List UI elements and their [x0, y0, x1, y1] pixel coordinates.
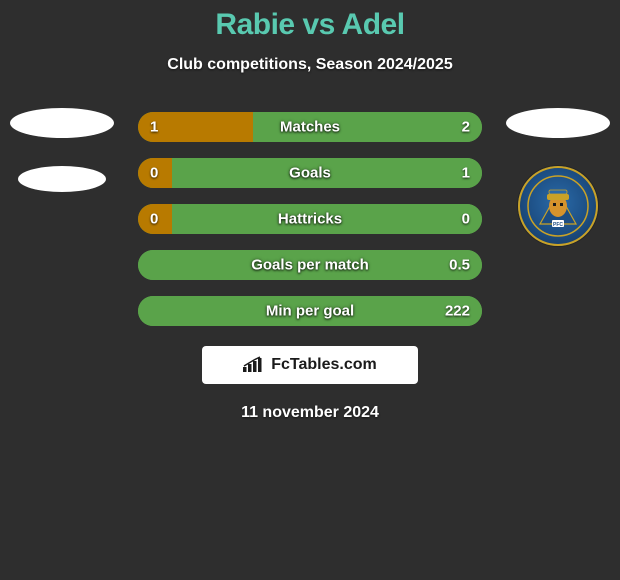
right-badge-placeholder-1 — [506, 108, 610, 138]
left-badge-placeholder-2 — [18, 166, 106, 192]
stat-label: Hattricks — [278, 211, 342, 228]
stat-row: Matches 1 2 — [138, 112, 482, 142]
comparison-bars: Matches 1 2 Goals 0 1 Hattricks 0 0 Goals per mat… — [138, 112, 482, 326]
subtitle: Club competitions, Season 2024/2025 — [0, 56, 620, 74]
stat-row: Min per goal 222 — [138, 296, 482, 326]
stat-right-value: 1 — [462, 165, 470, 182]
footer-date: 11 november 2024 — [0, 404, 620, 422]
stat-row: Goals per match 0.5 — [138, 250, 482, 280]
comparison-infographic: Rabie vs Adel Club competitions, Season … — [0, 0, 620, 422]
right-club-badge: PFC — [518, 166, 598, 246]
stat-row: Hattricks 0 0 — [138, 204, 482, 234]
brand-badge: FcTables.com — [202, 346, 418, 384]
right-player-badges: PFC — [498, 108, 618, 246]
stat-left-value: 0 — [150, 165, 158, 182]
pyramids-badge-icon: PFC — [526, 174, 590, 238]
stat-left-value: 1 — [150, 119, 158, 136]
stat-row: Goals 0 1 — [138, 158, 482, 188]
page-title: Rabie vs Adel — [0, 8, 620, 42]
brand-text: FcTables.com — [271, 356, 377, 374]
stat-right-value: 222 — [445, 303, 470, 320]
stat-label: Goals per match — [251, 257, 369, 274]
chart-icon — [243, 356, 265, 374]
stat-right-value: 0 — [462, 211, 470, 228]
stat-label: Matches — [280, 119, 340, 136]
stat-left-value: 0 — [150, 211, 158, 228]
stat-right-value: 2 — [462, 119, 470, 136]
stat-right-value: 0.5 — [449, 257, 470, 274]
svg-text:PFC: PFC — [553, 222, 563, 228]
stat-label: Goals — [289, 165, 331, 182]
content-area: PFC Matches 1 2 Goals 0 1 Hattricks 0 0 Goals per… — [0, 112, 620, 422]
stat-label: Min per goal — [266, 303, 354, 320]
left-badge-placeholder-1 — [10, 108, 114, 138]
left-player-badges — [2, 108, 122, 192]
